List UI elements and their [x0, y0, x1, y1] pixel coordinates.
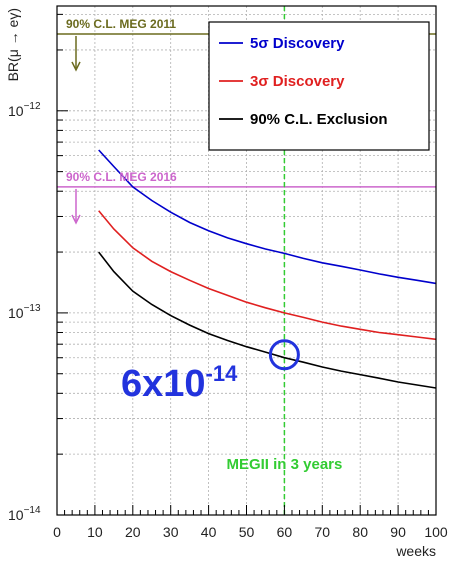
x-axis-title: weeks [395, 543, 436, 559]
callout: 6x10-14 [121, 339, 300, 405]
x-tick-label: 30 [163, 524, 179, 540]
limit-arrow-head [71, 61, 81, 72]
y-tick-exponent: −13 [24, 303, 41, 314]
limit-arrow-head [71, 214, 81, 225]
x-tick-label: 20 [125, 524, 141, 540]
y-tick-exponent: −14 [24, 505, 41, 516]
x-tick-label: 50 [239, 524, 255, 540]
x-tick-labels: 0 10 20 30 40 50 60 70 80 90 100 [53, 524, 448, 540]
callout-exponent: -14 [206, 361, 239, 386]
x-tick-label: 60 [277, 524, 293, 540]
reference-label: 90% C.L. MEG 2016 [66, 170, 177, 184]
legend-label: 90% C.L. Exclusion [250, 111, 388, 128]
legend-label: 5σ Discovery [250, 35, 345, 52]
reference-labels: 90% C.L. MEG 2011 90% C.L. MEG 2016 [66, 17, 177, 225]
reference-label: 90% C.L. MEG 2011 [66, 17, 176, 31]
x-tick-label: 80 [352, 524, 368, 540]
plot-frame [56, 5, 437, 516]
y-tick-label: 10−14 [8, 505, 41, 523]
series-line [98, 210, 436, 341]
legend-box [208, 21, 430, 151]
y-tick-exponent: −12 [24, 101, 41, 112]
x-tick-label: 0 [53, 524, 61, 540]
x-tick-label: 10 [87, 524, 103, 540]
series-line [98, 251, 436, 389]
series [98, 149, 436, 389]
callout-mantissa: 6x10 [121, 363, 206, 405]
x-tick-label: 40 [201, 524, 217, 540]
y-tick-mantissa: 10 [8, 103, 24, 119]
y-tick-mantissa: 10 [8, 305, 24, 321]
y-axis-title: BR(μ → eγ) [5, 8, 21, 81]
vertical-marker-label: MEGII in 3 years [226, 456, 342, 473]
y-tick-label: 10−12 [8, 101, 41, 119]
y-tick-label: 10−13 [8, 303, 41, 321]
x-tick-label: 100 [424, 524, 448, 540]
callout-circle [268, 339, 300, 371]
x-tick-label: 70 [315, 524, 331, 540]
y-tick-mantissa: 10 [8, 507, 24, 523]
callout-text: 6x10-14 [121, 361, 238, 405]
legend: 5σ Discovery 3σ Discovery 90% C.L. Exclusi… [208, 21, 430, 151]
series-line [98, 149, 436, 285]
x-tick-label: 90 [390, 524, 406, 540]
legend-label: 3σ Discovery [250, 73, 345, 90]
